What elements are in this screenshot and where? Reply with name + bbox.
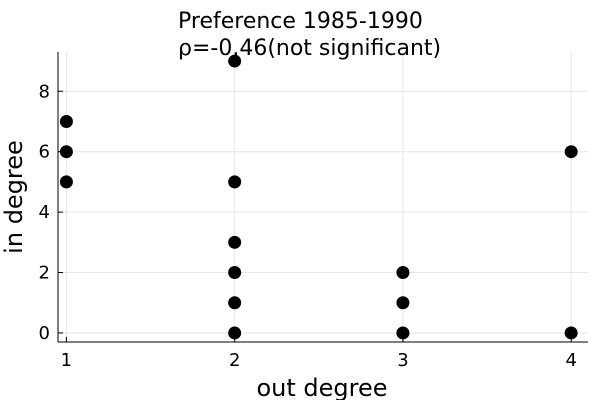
data-point bbox=[228, 296, 242, 310]
data-point bbox=[59, 145, 73, 159]
x-tick-label: 2 bbox=[229, 350, 240, 371]
data-point bbox=[396, 326, 410, 340]
data-point bbox=[228, 235, 242, 249]
y-tick-label: 6 bbox=[39, 142, 50, 163]
data-point bbox=[228, 175, 242, 189]
data-point bbox=[59, 175, 73, 189]
ticks: 1 2 3 4 0 2 4 6 8 bbox=[39, 81, 577, 371]
data-point bbox=[59, 114, 73, 128]
grid bbox=[58, 52, 588, 342]
x-tick-label: 1 bbox=[61, 350, 72, 371]
data-point bbox=[396, 266, 410, 280]
x-tick-label: 3 bbox=[397, 350, 408, 371]
chart-subtitle: ρ=-0.46(not significant) bbox=[178, 36, 441, 61]
y-axis-label: in degree bbox=[0, 140, 28, 254]
data-point bbox=[396, 296, 410, 310]
x-tick-label: 4 bbox=[565, 350, 576, 371]
x-axis-label: out degree bbox=[256, 374, 387, 400]
y-tick-label: 8 bbox=[39, 81, 50, 102]
y-tick-label: 4 bbox=[39, 202, 50, 223]
data-point bbox=[228, 266, 242, 280]
y-tick-label: 2 bbox=[39, 263, 50, 284]
data-points bbox=[59, 54, 578, 340]
y-tick-label: 0 bbox=[39, 323, 50, 344]
axes bbox=[57, 52, 588, 343]
data-point bbox=[228, 326, 242, 340]
data-point bbox=[564, 326, 578, 340]
data-point bbox=[564, 145, 578, 159]
data-point bbox=[228, 54, 242, 68]
chart-title: Preference 1985-1990 bbox=[178, 9, 423, 34]
